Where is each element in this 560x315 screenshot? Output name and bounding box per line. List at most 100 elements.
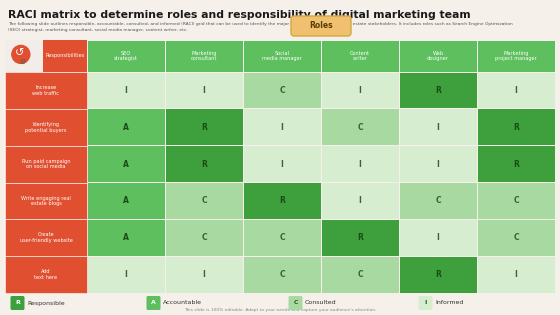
Text: Increase
web traffic: Increase web traffic (32, 85, 59, 96)
Text: Social
media manager: Social media manager (262, 51, 302, 61)
Bar (87, 257, 165, 293)
Bar (5, 109, 87, 146)
Text: C: C (293, 301, 298, 306)
Bar (166, 146, 242, 182)
Circle shape (12, 45, 30, 63)
Text: Run paid campaign
on social media: Run paid campaign on social media (22, 159, 70, 169)
Bar (87, 72, 165, 108)
Text: A: A (123, 197, 129, 205)
Bar (321, 109, 399, 145)
Text: I: I (437, 233, 440, 242)
Bar (321, 146, 399, 182)
Bar (321, 72, 399, 108)
Bar (321, 257, 399, 293)
Text: C: C (279, 86, 285, 95)
Text: Identifying
potential buyers: Identifying potential buyers (25, 122, 67, 133)
Bar (399, 220, 477, 256)
Bar (166, 220, 242, 256)
Text: Marketing
project manager: Marketing project manager (495, 51, 537, 61)
Text: R: R (15, 301, 20, 306)
Text: I: I (124, 86, 128, 95)
Text: R: R (435, 86, 441, 95)
Text: Responsibilities: Responsibilities (45, 54, 85, 59)
Text: Informed: Informed (435, 301, 463, 306)
FancyBboxPatch shape (291, 16, 351, 36)
Text: C: C (279, 233, 285, 242)
Text: I: I (281, 160, 283, 169)
Text: C: C (201, 233, 207, 242)
Text: R: R (279, 197, 285, 205)
Bar (87, 109, 165, 145)
Text: R: R (513, 160, 519, 169)
Bar (321, 183, 399, 219)
Bar (244, 220, 320, 256)
Text: I: I (437, 123, 440, 132)
Bar (5, 182, 87, 219)
Bar (478, 109, 554, 145)
Bar (43, 40, 87, 72)
Text: Web
designer: Web designer (427, 51, 449, 61)
Bar (87, 183, 165, 219)
Bar (244, 257, 320, 293)
Text: I: I (203, 86, 206, 95)
Text: C: C (513, 233, 519, 242)
Bar (5, 146, 87, 182)
Text: R: R (513, 123, 519, 132)
Text: A: A (123, 233, 129, 242)
Text: RACI matrix to determine roles and responsibility of digital marketing team: RACI matrix to determine roles and respo… (8, 10, 470, 20)
Bar (399, 183, 477, 219)
Text: ⚙: ⚙ (20, 58, 26, 64)
Bar (478, 72, 554, 108)
Text: Write engaging real
estate blogs: Write engaging real estate blogs (21, 196, 71, 206)
Bar (166, 183, 242, 219)
Bar (166, 109, 242, 145)
Bar (478, 257, 554, 293)
Bar (244, 41, 320, 72)
Text: R: R (435, 270, 441, 279)
Text: I: I (424, 301, 427, 306)
Bar (5, 219, 87, 256)
Text: This slide is 100% editable. Adapt to your needs and capture your audience's att: This slide is 100% editable. Adapt to yo… (184, 308, 376, 312)
Text: C: C (435, 197, 441, 205)
Text: ↺: ↺ (15, 49, 25, 58)
Bar (478, 41, 554, 72)
Text: A: A (123, 160, 129, 169)
Text: C: C (201, 197, 207, 205)
Text: I: I (358, 86, 361, 95)
Bar (87, 41, 165, 72)
Bar (321, 41, 399, 72)
Text: A: A (151, 301, 156, 306)
Bar (321, 220, 399, 256)
FancyBboxPatch shape (288, 296, 302, 310)
Bar (478, 146, 554, 182)
Bar (399, 257, 477, 293)
Text: R: R (201, 160, 207, 169)
Bar (244, 146, 320, 182)
Bar (166, 72, 242, 108)
Text: I: I (203, 270, 206, 279)
Bar (87, 220, 165, 256)
Text: Add
text here: Add text here (34, 269, 58, 280)
Text: Accountable: Accountable (163, 301, 202, 306)
Bar (244, 183, 320, 219)
Text: C: C (357, 123, 363, 132)
Bar (244, 109, 320, 145)
Bar (5, 72, 87, 109)
Text: C: C (279, 270, 285, 279)
Bar (478, 183, 554, 219)
Text: I: I (281, 123, 283, 132)
Text: C: C (357, 270, 363, 279)
FancyBboxPatch shape (11, 296, 25, 310)
FancyBboxPatch shape (147, 296, 161, 310)
Text: The following slide outlines responsible, accountable, consulted, and informed (: The following slide outlines responsible… (8, 22, 513, 26)
Text: I: I (358, 197, 361, 205)
Text: I: I (515, 270, 517, 279)
Text: Content
writer: Content writer (350, 51, 370, 61)
Bar (166, 257, 242, 293)
Bar (399, 109, 477, 145)
FancyBboxPatch shape (418, 296, 432, 310)
Bar (87, 146, 165, 182)
Bar (399, 41, 477, 72)
Bar (244, 72, 320, 108)
Text: Marketing
consultant: Marketing consultant (191, 51, 217, 61)
